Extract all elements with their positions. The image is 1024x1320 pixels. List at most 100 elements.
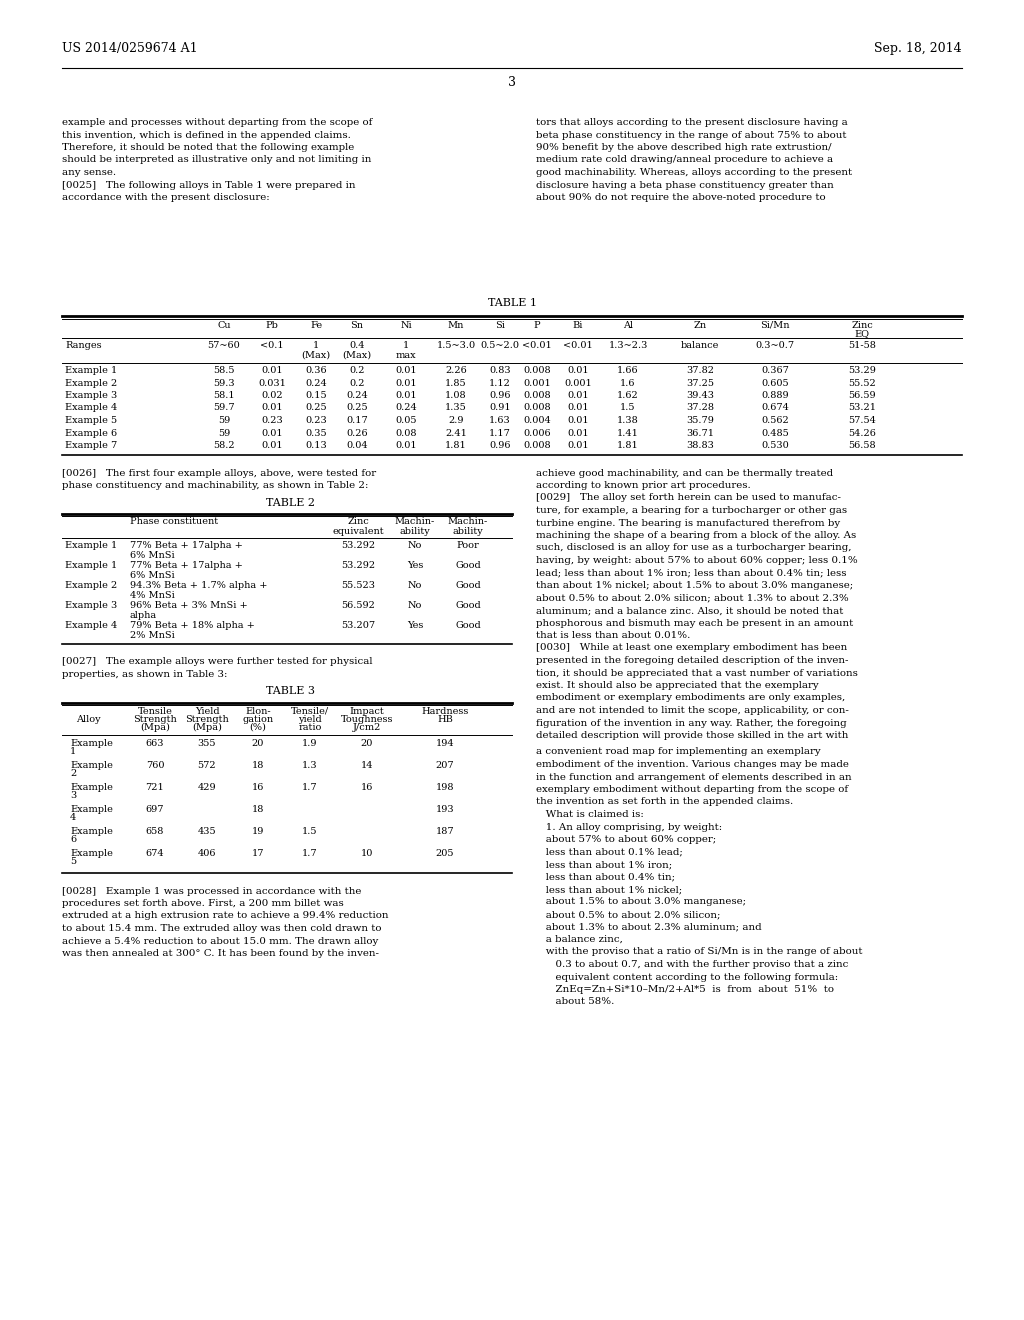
Text: and are not intended to limit the scope, applicability, or con-: and are not intended to limit the scope,… — [536, 706, 849, 715]
Text: 6: 6 — [70, 836, 76, 845]
Text: No: No — [408, 582, 422, 590]
Text: figuration of the invention in any way. Rather, the foregoing: figuration of the invention in any way. … — [536, 718, 847, 727]
Text: 0.2: 0.2 — [349, 379, 365, 388]
Text: 0.367: 0.367 — [761, 366, 788, 375]
Text: Good: Good — [455, 602, 481, 610]
Text: this invention, which is defined in the appended claims.: this invention, which is defined in the … — [62, 131, 351, 140]
Text: Yes: Yes — [407, 561, 423, 570]
Text: 0.15: 0.15 — [305, 391, 327, 400]
Text: US 2014/0259674 A1: US 2014/0259674 A1 — [62, 42, 198, 55]
Text: 18: 18 — [252, 804, 264, 813]
Text: 0.01: 0.01 — [395, 441, 417, 450]
Text: 0.5~2.0: 0.5~2.0 — [480, 341, 519, 350]
Text: good machinability. Whereas, alloys according to the present: good machinability. Whereas, alloys acco… — [536, 168, 852, 177]
Text: that is less than about 0.01%.: that is less than about 0.01%. — [536, 631, 690, 640]
Text: about 90% do not require the above-noted procedure to: about 90% do not require the above-noted… — [536, 193, 825, 202]
Text: Al: Al — [623, 321, 633, 330]
Text: Good: Good — [455, 622, 481, 631]
Text: accordance with the present disclosure:: accordance with the present disclosure: — [62, 193, 269, 202]
Text: 0.24: 0.24 — [395, 404, 417, 412]
Text: 1.85: 1.85 — [445, 379, 467, 388]
Text: [0025]   The following alloys in Table 1 were prepared in: [0025] The following alloys in Table 1 w… — [62, 181, 355, 190]
Text: 0.562: 0.562 — [761, 416, 788, 425]
Text: 0.25: 0.25 — [346, 404, 368, 412]
Text: any sense.: any sense. — [62, 168, 116, 177]
Text: EQ: EQ — [854, 329, 869, 338]
Text: 435: 435 — [198, 826, 216, 836]
Text: 3: 3 — [70, 792, 76, 800]
Text: presented in the foregoing detailed description of the inven-: presented in the foregoing detailed desc… — [536, 656, 849, 665]
Text: 58.1: 58.1 — [213, 391, 234, 400]
Text: 0.05: 0.05 — [395, 416, 417, 425]
Text: 0.3~0.7: 0.3~0.7 — [756, 341, 795, 350]
Text: Alloy: Alloy — [76, 714, 100, 723]
Text: 56.59: 56.59 — [848, 391, 876, 400]
Text: 53.207: 53.207 — [341, 622, 375, 631]
Text: 0.001: 0.001 — [564, 379, 592, 388]
Text: 14: 14 — [360, 760, 374, 770]
Text: Example 3: Example 3 — [65, 391, 118, 400]
Text: according to known prior art procedures.: according to known prior art procedures. — [536, 480, 751, 490]
Text: 663: 663 — [145, 738, 164, 747]
Text: 0.01: 0.01 — [395, 391, 417, 400]
Text: 0.01: 0.01 — [567, 391, 589, 400]
Text: Yes: Yes — [407, 622, 423, 631]
Text: 187: 187 — [435, 826, 455, 836]
Text: Tensile: Tensile — [137, 706, 172, 715]
Text: 0.01: 0.01 — [567, 416, 589, 425]
Text: 0.008: 0.008 — [523, 441, 551, 450]
Text: 0.001: 0.001 — [523, 379, 551, 388]
Text: 0.01: 0.01 — [395, 366, 417, 375]
Text: Sn: Sn — [350, 321, 364, 330]
Text: 1.7: 1.7 — [302, 783, 317, 792]
Text: less than about 1% nickel;: less than about 1% nickel; — [536, 884, 682, 894]
Text: 1.7: 1.7 — [302, 849, 317, 858]
Text: 0.36: 0.36 — [305, 366, 327, 375]
Text: <0.01: <0.01 — [522, 341, 552, 350]
Text: 0.01: 0.01 — [567, 429, 589, 437]
Text: Zinc: Zinc — [347, 517, 369, 527]
Text: 0.25: 0.25 — [305, 404, 327, 412]
Text: 1.12: 1.12 — [489, 379, 511, 388]
Text: 0.35: 0.35 — [305, 429, 327, 437]
Text: Tensile/: Tensile/ — [291, 706, 329, 715]
Text: 198: 198 — [436, 783, 455, 792]
Text: Example: Example — [70, 760, 113, 770]
Text: 0.08: 0.08 — [395, 429, 417, 437]
Text: Example 6: Example 6 — [65, 429, 117, 437]
Text: Zinc: Zinc — [851, 321, 872, 330]
Text: lead; less than about 1% iron; less than about 0.4% tin; less: lead; less than about 1% iron; less than… — [536, 569, 847, 578]
Text: 59: 59 — [218, 416, 230, 425]
Text: less than about 0.4% tin;: less than about 0.4% tin; — [536, 873, 675, 882]
Text: 35.79: 35.79 — [686, 416, 714, 425]
Text: 1.63: 1.63 — [489, 416, 511, 425]
Text: TABLE 1: TABLE 1 — [487, 298, 537, 308]
Text: [0026]   The first four example alloys, above, were tested for: [0026] The first four example alloys, ab… — [62, 469, 376, 478]
Text: 0.96: 0.96 — [489, 441, 511, 450]
Text: 1: 1 — [402, 341, 410, 350]
Text: 16: 16 — [252, 783, 264, 792]
Text: 59.7: 59.7 — [213, 404, 234, 412]
Text: 0.04: 0.04 — [346, 441, 368, 450]
Text: 58.2: 58.2 — [213, 441, 234, 450]
Text: 0.24: 0.24 — [346, 391, 368, 400]
Text: Example: Example — [70, 783, 113, 792]
Text: [0030]   While at least one exemplary embodiment has been: [0030] While at least one exemplary embo… — [536, 644, 847, 652]
Text: to about 15.4 mm. The extruded alloy was then cold drawn to: to about 15.4 mm. The extruded alloy was… — [62, 924, 382, 933]
Text: Ranges: Ranges — [65, 341, 101, 350]
Text: was then annealed at 300° C. It has been found by the inven-: was then annealed at 300° C. It has been… — [62, 949, 379, 958]
Text: turbine engine. The bearing is manufactured therefrom by: turbine engine. The bearing is manufactu… — [536, 519, 840, 528]
Text: Example 2: Example 2 — [65, 582, 118, 590]
Text: 1.3: 1.3 — [302, 760, 317, 770]
Text: Example 1: Example 1 — [65, 561, 118, 570]
Text: than about 1% nickel; about 1.5% to about 3.0% manganese;: than about 1% nickel; about 1.5% to abou… — [536, 581, 853, 590]
Text: 0.96: 0.96 — [489, 391, 511, 400]
Text: properties, as shown in Table 3:: properties, as shown in Table 3: — [62, 671, 227, 678]
Text: 193: 193 — [435, 804, 455, 813]
Text: (%): (%) — [250, 722, 266, 731]
Text: 79% Beta + 18% alpha +: 79% Beta + 18% alpha + — [130, 622, 255, 631]
Text: 57.54: 57.54 — [848, 416, 876, 425]
Text: Good: Good — [455, 561, 481, 570]
Text: about 58%.: about 58%. — [536, 998, 614, 1006]
Text: <0.01: <0.01 — [563, 341, 593, 350]
